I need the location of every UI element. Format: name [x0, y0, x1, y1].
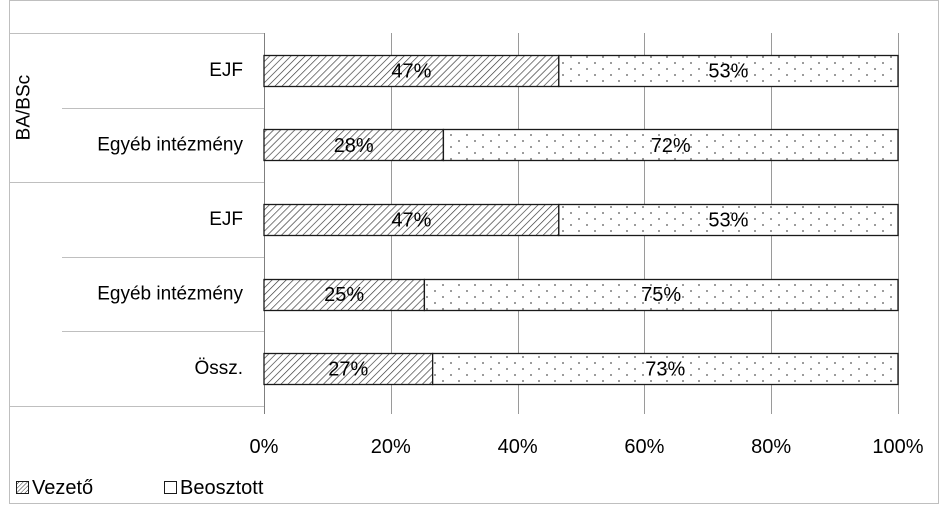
bar-vezeto — [263, 203, 560, 237]
category-label: Egyéb intézmény — [97, 134, 243, 155]
bar-vezeto — [263, 278, 426, 312]
bar-beosztott — [442, 128, 899, 162]
bar-beosztott — [558, 203, 899, 237]
x-tick-label: 60% — [624, 436, 664, 458]
bar-vezeto — [263, 352, 434, 386]
category-label: Össz. — [194, 358, 243, 379]
data-label: 27% — [328, 359, 368, 381]
data-label: 72% — [651, 135, 691, 157]
data-label: 47% — [391, 60, 431, 82]
data-label: 25% — [324, 284, 364, 306]
bar-beosztott — [558, 54, 899, 88]
data-label: 53% — [708, 210, 748, 232]
bar-vezeto — [263, 128, 445, 162]
x-tick-label: 0% — [250, 436, 279, 458]
category-label: EJF — [209, 209, 243, 230]
x-tick-label: 20% — [371, 436, 411, 458]
chart-frame — [9, 0, 939, 504]
x-tick-label: 80% — [751, 436, 791, 458]
group-label: BA/BSc — [14, 75, 35, 140]
data-label: 28% — [334, 135, 374, 157]
legend-swatch-beosztott — [164, 481, 177, 494]
category-label: Egyéb intézmény — [97, 284, 243, 305]
bar-beosztott — [423, 278, 899, 312]
legend-label: Vezető — [32, 477, 93, 499]
x-tick-label: 40% — [498, 436, 538, 458]
data-label: 53% — [708, 60, 748, 82]
category-label: EJF — [209, 60, 243, 81]
legend-swatch-vezeto — [16, 481, 29, 494]
data-label: 47% — [391, 210, 431, 232]
data-label: 73% — [645, 359, 685, 381]
legend-label: Beosztott — [180, 477, 264, 499]
bar-beosztott — [431, 352, 899, 386]
bar-vezeto — [263, 54, 560, 88]
x-tick-label: 100% — [872, 436, 923, 458]
data-label: 75% — [641, 284, 681, 306]
